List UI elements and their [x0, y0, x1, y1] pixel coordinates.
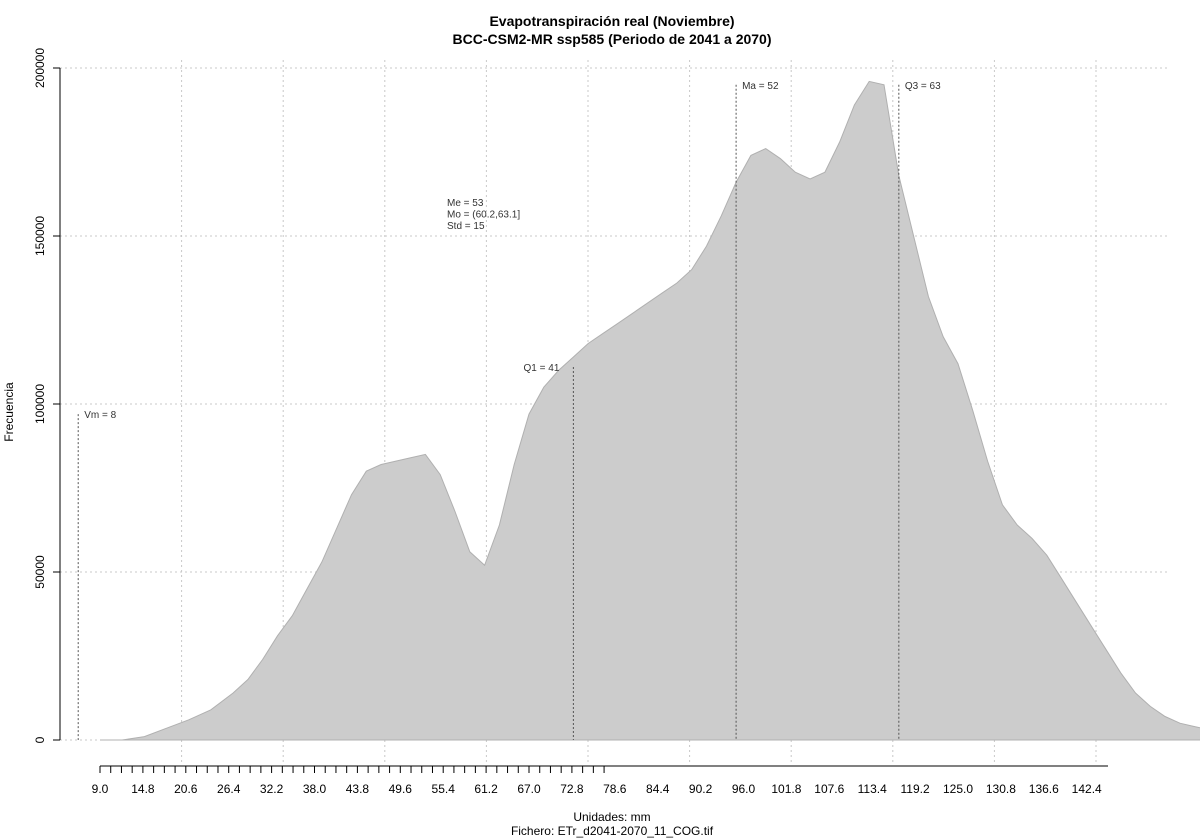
footer-filename: Fichero: ETr_d2041-2070_11_COG.tif [511, 824, 714, 838]
y-axis-tick-label: 150000 [33, 216, 47, 256]
x-axis-tick-label: 61.2 [474, 782, 498, 796]
stats-label: Me = 53 [447, 198, 484, 209]
chart-title: Evapotranspiración real (Noviembre) [489, 13, 734, 29]
x-axis-tick-label: 43.8 [346, 782, 370, 796]
x-axis-tick-label: 14.8 [131, 782, 155, 796]
x-axis-tick-label: 67.0 [517, 782, 541, 796]
stats-label: Std = 15 [447, 221, 485, 232]
x-axis-tick-label: 113.4 [858, 782, 887, 796]
x-axis-tick-label: 55.4 [432, 782, 456, 796]
chart-subtitle: BCC-CSM2-MR ssp585 (Periodo de 2041 a 20… [453, 31, 772, 47]
x-axis-tick-label: 101.8 [771, 782, 801, 796]
x-axis-tick-label: 130.8 [986, 782, 1016, 796]
x-axis-tick-label: 125.0 [943, 782, 973, 796]
x-axis-tick-label: 136.6 [1029, 782, 1059, 796]
x-axis-tick-label: 72.8 [560, 782, 584, 796]
x-axis-tick-label: 38.0 [303, 782, 327, 796]
y-axis-label: Frecuencia [2, 382, 16, 442]
x-axis-tick-label: 90.2 [689, 782, 713, 796]
stats-label: Mo = (60.2,63.1] [447, 210, 520, 221]
annotation-label: Q3 = 63 [905, 81, 941, 92]
x-axis-label: Unidades: mm [573, 810, 650, 824]
y-axis-tick-label: 50000 [33, 555, 47, 589]
axes: 0 50000 100000 150000 200000 9.0 14.8 20.6 26.4 3… [33, 48, 1108, 796]
y-axis-tick-label: 0 [33, 736, 47, 743]
annotation-label: Vm = 8 [84, 410, 116, 421]
x-axis-tick-label: 9.0 [92, 782, 109, 796]
density-area [100, 80, 1200, 741]
x-axis-tick-label: 107.6 [814, 782, 844, 796]
density-area-shape [100, 80, 1200, 741]
x-axis-tick-label: 96.0 [732, 782, 756, 796]
x-axis-tick-label: 20.6 [174, 782, 198, 796]
x-axis-tick-label: 119.2 [901, 782, 930, 796]
statistic-lines [77, 84, 900, 740]
x-axis-tick-label: 26.4 [217, 782, 241, 796]
annotation-label: Ma = 52 [742, 81, 779, 92]
x-axis-tick-label: 78.6 [603, 782, 627, 796]
x-axis-tick-label: 84.4 [646, 782, 670, 796]
x-axis-tick-label: 142.4 [1072, 782, 1102, 796]
y-axis-tick-label: 200000 [33, 48, 47, 88]
y-axis-tick-label: 100000 [33, 384, 47, 424]
x-axis-tick-label: 49.6 [389, 782, 413, 796]
x-axis-tick-label: 32.2 [260, 782, 284, 796]
annotation-label: Q1 = 41 [524, 363, 560, 374]
